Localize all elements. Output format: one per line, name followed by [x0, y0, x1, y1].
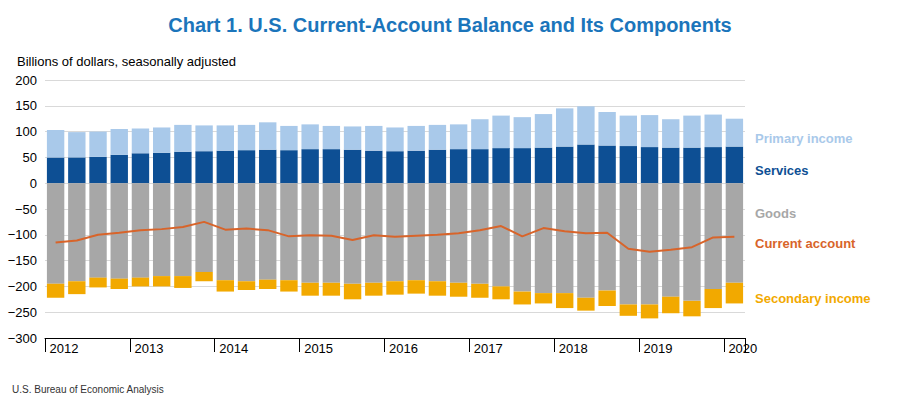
- svg-text:Services: Services: [755, 163, 809, 178]
- svg-text:−300: −300: [8, 331, 37, 346]
- svg-text:−50: −50: [15, 202, 37, 217]
- svg-text:Current account: Current account: [755, 236, 856, 251]
- svg-text:2018: 2018: [559, 341, 588, 356]
- svg-text:−250: −250: [8, 305, 37, 320]
- svg-text:−150: −150: [8, 253, 37, 268]
- svg-text:Secondary income: Secondary income: [755, 291, 871, 306]
- svg-text:Billions of dollars, seasonall: Billions of dollars, seasonally adjusted: [17, 54, 236, 69]
- svg-text:200: 200: [15, 73, 37, 88]
- svg-text:2012: 2012: [50, 341, 79, 356]
- svg-text:2019: 2019: [644, 341, 673, 356]
- svg-text:2016: 2016: [389, 341, 418, 356]
- svg-text:Goods: Goods: [755, 206, 796, 221]
- svg-text:150: 150: [15, 98, 37, 113]
- svg-text:U.S. Bureau of Economic Analys: U.S. Bureau of Economic Analysis: [12, 384, 164, 395]
- svg-text:2015: 2015: [304, 341, 333, 356]
- svg-text:2020: 2020: [728, 341, 757, 356]
- svg-text:2017: 2017: [474, 341, 503, 356]
- svg-text:Chart 1. U.S. Current-Account: Chart 1. U.S. Current-Account Balance an…: [168, 14, 731, 36]
- svg-text:50: 50: [23, 150, 37, 165]
- svg-text:−200: −200: [8, 279, 37, 294]
- svg-text:100: 100: [15, 124, 37, 139]
- svg-text:Primary income: Primary income: [755, 131, 853, 146]
- svg-text:2013: 2013: [134, 341, 163, 356]
- svg-text:−100: −100: [8, 227, 37, 242]
- svg-text:0: 0: [30, 176, 37, 191]
- svg-text:2014: 2014: [219, 341, 248, 356]
